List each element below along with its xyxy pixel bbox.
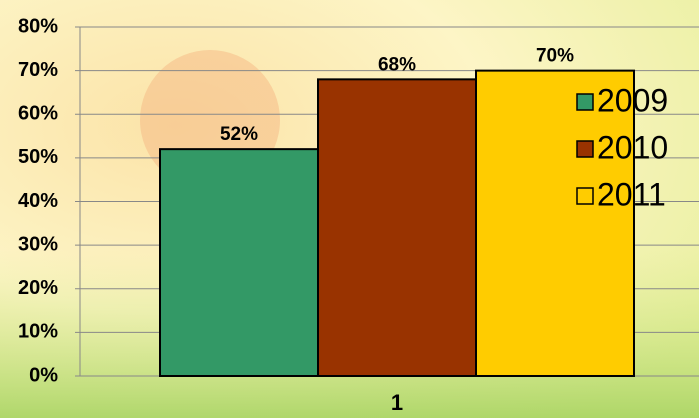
y-tick-label: 70% [18, 59, 58, 81]
y-tick-label: 60% [18, 103, 58, 125]
bar [317, 78, 477, 377]
legend-swatch [576, 140, 594, 158]
value-label: 52% [220, 124, 258, 145]
y-tick-label: 0% [29, 364, 58, 386]
bar [475, 69, 635, 377]
legend-text: 2010 [597, 129, 668, 165]
y-tick-label: 20% [18, 277, 58, 299]
y-tick-label: 30% [18, 233, 58, 255]
bar [159, 148, 319, 377]
y-tick-label: 80% [18, 15, 58, 37]
y-tick-label: 10% [18, 321, 58, 343]
legend-swatch [576, 187, 594, 205]
x-tick-label: 1 [391, 390, 403, 415]
value-label: 68% [378, 54, 416, 75]
y-tick-label: 40% [18, 190, 58, 212]
y-tick-label: 50% [18, 146, 58, 168]
legend-text: 2011 [597, 176, 666, 212]
legend-swatch [576, 93, 594, 111]
legend-text: 2009 [597, 82, 668, 118]
value-label: 70% [536, 46, 574, 67]
